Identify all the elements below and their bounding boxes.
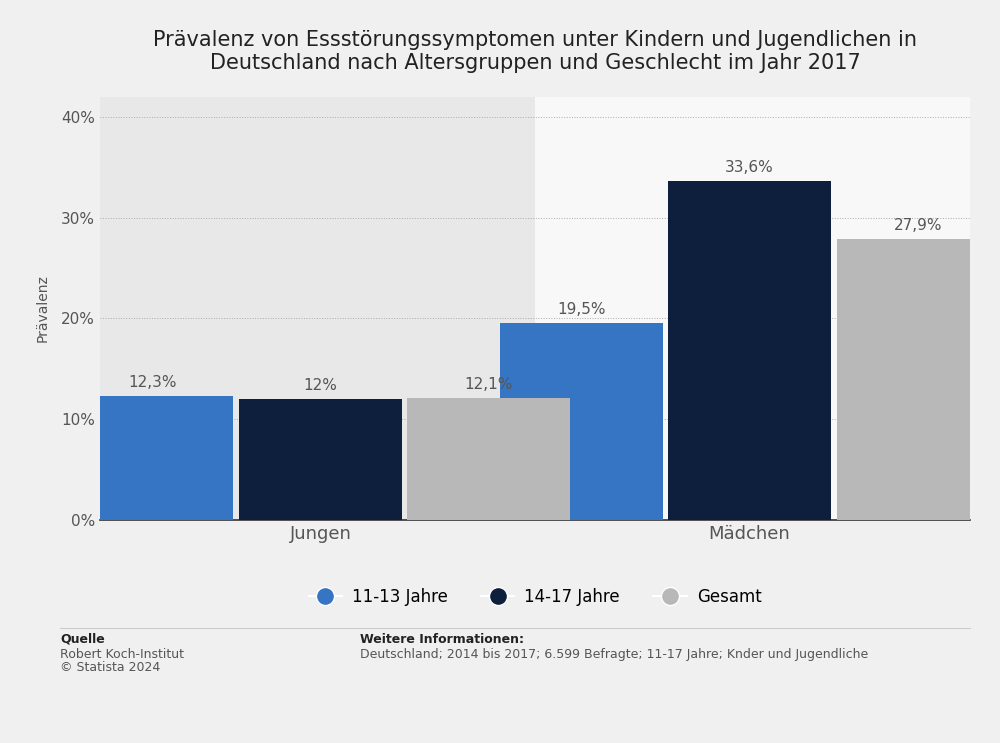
Bar bbox=[500, 323, 663, 520]
Bar bbox=[535, 97, 970, 520]
Bar bbox=[407, 398, 570, 520]
Text: Quelle: Quelle bbox=[60, 633, 105, 646]
Text: Robert Koch-Institut: Robert Koch-Institut bbox=[60, 648, 184, 661]
Bar bbox=[837, 239, 999, 520]
Text: © Statista 2024: © Statista 2024 bbox=[60, 661, 160, 674]
Text: 12%: 12% bbox=[303, 378, 337, 393]
Text: 12,3%: 12,3% bbox=[128, 375, 176, 390]
Text: 27,9%: 27,9% bbox=[894, 218, 942, 233]
Text: 19,5%: 19,5% bbox=[557, 302, 606, 317]
Title: Prävalenz von Essstörungssymptomen unter Kindern und Jugendlichen in
Deutschland: Prävalenz von Essstörungssymptomen unter… bbox=[153, 30, 917, 73]
Text: Weitere Informationen:: Weitere Informationen: bbox=[360, 633, 524, 646]
Bar bbox=[71, 396, 233, 520]
Bar bbox=[239, 399, 402, 520]
Text: 33,6%: 33,6% bbox=[725, 160, 774, 175]
Y-axis label: Prävalenz: Prävalenz bbox=[36, 274, 50, 343]
Bar bbox=[668, 181, 831, 520]
Legend: 11-13 Jahre, 14-17 Jahre, Gesamt: 11-13 Jahre, 14-17 Jahre, Gesamt bbox=[300, 580, 770, 614]
Text: Deutschland; 2014 bis 2017; 6.599 Befragte; 11-17 Jahre; Knder und Jugendliche: Deutschland; 2014 bis 2017; 6.599 Befrag… bbox=[360, 648, 868, 661]
Text: 12,1%: 12,1% bbox=[464, 377, 513, 392]
